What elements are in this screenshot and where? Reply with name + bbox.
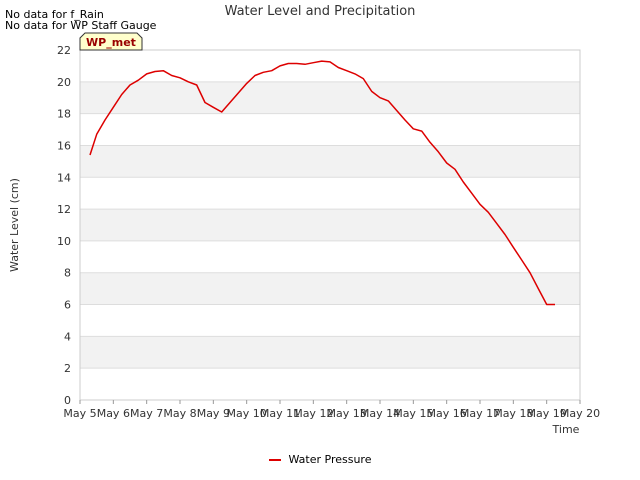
x-tick-label: May 7 bbox=[130, 407, 163, 420]
legend-label-water-pressure: Water Pressure bbox=[288, 453, 372, 466]
legend: Water Pressure bbox=[0, 453, 640, 466]
x-tick-label: May 20 bbox=[560, 407, 600, 420]
y-tick-label: 6 bbox=[64, 299, 71, 312]
site-badge: WP_met bbox=[79, 32, 143, 51]
grid-band bbox=[80, 209, 580, 241]
x-tick-label: May 6 bbox=[97, 407, 130, 420]
x-tick-label: May 13 bbox=[327, 407, 367, 420]
y-tick-label: 12 bbox=[57, 203, 71, 216]
no-data-note-staff-gauge: No data for WP Staff Gauge bbox=[5, 19, 157, 32]
grid-band bbox=[80, 145, 580, 178]
y-tick-label: 20 bbox=[57, 76, 71, 89]
y-tick-label: 14 bbox=[57, 171, 71, 184]
y-tick-label: 22 bbox=[57, 44, 71, 57]
y-tick-label: 2 bbox=[64, 362, 71, 375]
y-tick-label: 16 bbox=[57, 139, 71, 152]
chart-title: Water Level and Precipitation bbox=[225, 4, 416, 19]
x-tick-label: May 10 bbox=[227, 407, 267, 420]
series-line-water-pressure bbox=[89, 60, 555, 306]
y-tick-label: 10 bbox=[57, 235, 71, 248]
x-tick-label: May 17 bbox=[460, 407, 500, 420]
x-tick-label: May 5 bbox=[63, 407, 96, 420]
x-tick-label: May 8 bbox=[163, 407, 196, 420]
legend-swatch-water-pressure bbox=[268, 459, 281, 461]
x-tick-label: May 16 bbox=[427, 407, 467, 420]
grid-band bbox=[80, 272, 580, 305]
site-badge-label: WP_met bbox=[86, 36, 136, 49]
y-tick-label: 4 bbox=[64, 330, 71, 343]
no-data-note-rain: No data for f_Rain bbox=[5, 8, 104, 21]
y-tick-label: 0 bbox=[64, 394, 71, 407]
y-tick-label: 18 bbox=[57, 108, 71, 121]
x-tick-label: May 19 bbox=[527, 407, 567, 420]
x-tick-label: May 14 bbox=[360, 407, 400, 420]
y-axis-label: Water Level (cm) bbox=[8, 178, 21, 272]
x-tick-label: May 11 bbox=[260, 407, 300, 420]
grid-band bbox=[80, 81, 580, 114]
x-tick-label: May 15 bbox=[393, 407, 433, 420]
y-tick-label: 8 bbox=[64, 267, 71, 280]
x-axis-label: Time bbox=[552, 423, 580, 436]
grid-band bbox=[80, 336, 580, 369]
x-tick-label: May 9 bbox=[197, 407, 230, 420]
x-tick-label: May 18 bbox=[493, 407, 533, 420]
x-tick-label: May 12 bbox=[293, 407, 333, 420]
plot-area bbox=[79, 49, 581, 401]
